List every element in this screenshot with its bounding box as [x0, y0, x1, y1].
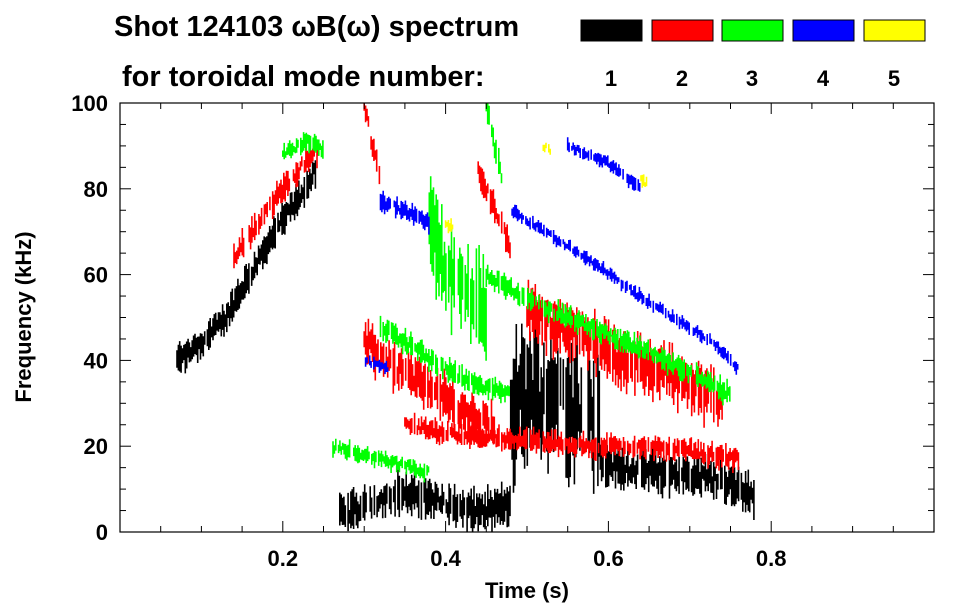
y-tick-label: 60: [84, 263, 108, 288]
mode-n1-feature-3: [599, 444, 755, 520]
mode-n4-feature-1: [511, 204, 739, 375]
mode-n5-feature-2: [444, 218, 454, 234]
y-tick-label: 100: [71, 91, 108, 116]
y-tick-label: 80: [84, 177, 108, 202]
x-tick-label: 0.6: [593, 546, 624, 571]
mode-n2-feature-2: [404, 412, 740, 473]
legend-swatch-n1: [580, 19, 643, 42]
mode-n3-feature-3: [485, 264, 731, 406]
legend-label-n5: 5: [888, 66, 900, 91]
mode-n3-series: [282, 103, 731, 483]
mode-n4-feature-0: [379, 190, 430, 235]
mode-n2-feature-3: [477, 161, 511, 259]
mode-n3-feature-4: [379, 315, 510, 404]
y-tick-label: 20: [84, 434, 108, 459]
mode-n2-series: [233, 103, 740, 473]
legend-label-n2: 2: [676, 66, 688, 91]
axes: 0.2 0.4 0.6 0.8 0 20 40 60 80 100: [71, 91, 934, 571]
mode-n4-feature-2: [566, 137, 641, 192]
legend: 1 2 3 4 5: [580, 19, 926, 91]
mode-n3-feature-2: [485, 103, 503, 184]
legend-label-n4: 4: [817, 66, 830, 91]
mode-n3-feature-5: [332, 438, 430, 483]
mode-n1-feature-2: [509, 308, 601, 494]
mode-n2-feature-1: [363, 318, 496, 444]
mode-n4-series: [364, 137, 739, 375]
y-axis-label: Frequency (kHz): [11, 231, 36, 402]
mode-n4-feature-3: [364, 355, 389, 375]
x-tick-label: 0.2: [268, 546, 299, 571]
mode-n1-feature-0: [176, 160, 317, 374]
mode-n1-feature-1: [339, 469, 511, 532]
x-axis-label: Time (s): [485, 578, 569, 603]
mode-n2-feature-5: [363, 103, 381, 185]
mode-n3-feature-0: [282, 132, 324, 160]
legend-swatch-n5: [863, 19, 926, 42]
mode-n5-feature-1: [640, 174, 648, 188]
mode-n1-series: [176, 160, 755, 532]
chart-title-line1: Shot 124103 ωB(ω) spectrum: [114, 11, 519, 43]
x-tick-label: 0.4: [430, 546, 461, 571]
legend-swatch-n4: [792, 19, 855, 42]
mode-n2-feature-0: [233, 140, 320, 269]
mode-n3-feature-1: [428, 176, 487, 361]
mode-n2-feature-4: [526, 279, 723, 428]
legend-label-n1: 1: [605, 66, 617, 91]
mode-n5-feature-0: [542, 142, 551, 155]
mode-n5-series: [444, 142, 648, 234]
y-tick-label: 0: [96, 520, 108, 545]
chart-title-line2: for toroidal mode number:: [122, 61, 485, 93]
legend-label-n3: 3: [746, 66, 758, 91]
legend-swatch-n3: [721, 19, 784, 42]
y-tick-label: 40: [84, 348, 108, 373]
x-tick-label: 0.8: [756, 546, 787, 571]
plot-area: [176, 103, 755, 532]
legend-swatch-n2: [651, 19, 714, 42]
